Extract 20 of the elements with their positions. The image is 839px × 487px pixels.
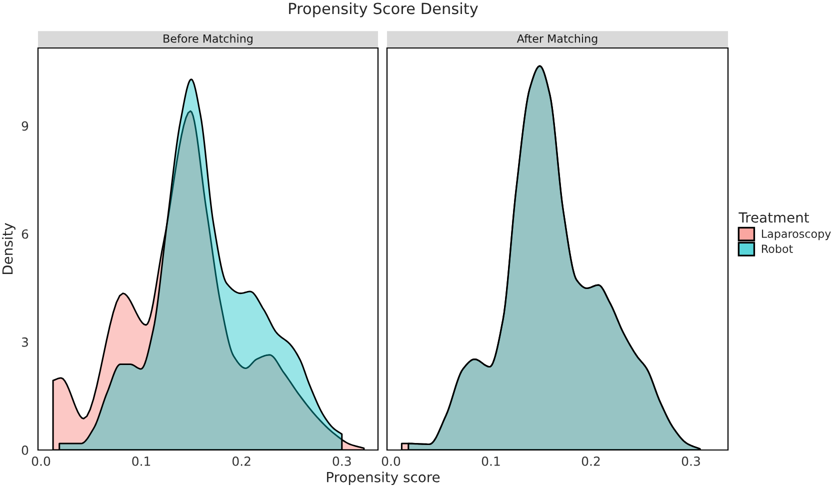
chart-title: Before Matching [164, 34, 252, 45]
x-axis-title: Propensity score [327, 472, 440, 486]
x-tick-label: 0.1 [482, 456, 500, 466]
x-tick-label: 0.3 [332, 456, 351, 466]
legend-label: Laparoscopy [762, 230, 831, 240]
y-axis-title: Density [2, 223, 16, 274]
x-tick-label: 0.2 [232, 456, 250, 466]
x-tick-label: 0.3 [682, 456, 700, 466]
y-tick-label: 3 [22, 337, 28, 347]
text: Propensity Score Density [289, 2, 478, 18]
chart-title: After Matching [516, 34, 598, 45]
x-tick-label: 0.1 [132, 456, 150, 466]
y-tick-label: 0 [22, 445, 28, 455]
y-tick-label: 6 [22, 229, 28, 239]
x-tick-label: 0.0 [32, 456, 50, 466]
y-tick-label: 9 [22, 121, 28, 131]
x-tick-label: 0.2 [582, 456, 600, 466]
legend-label: Robot [762, 244, 793, 253]
legend-title: Treatment [738, 212, 809, 223]
x-tick-label: 0.0 [382, 456, 400, 466]
